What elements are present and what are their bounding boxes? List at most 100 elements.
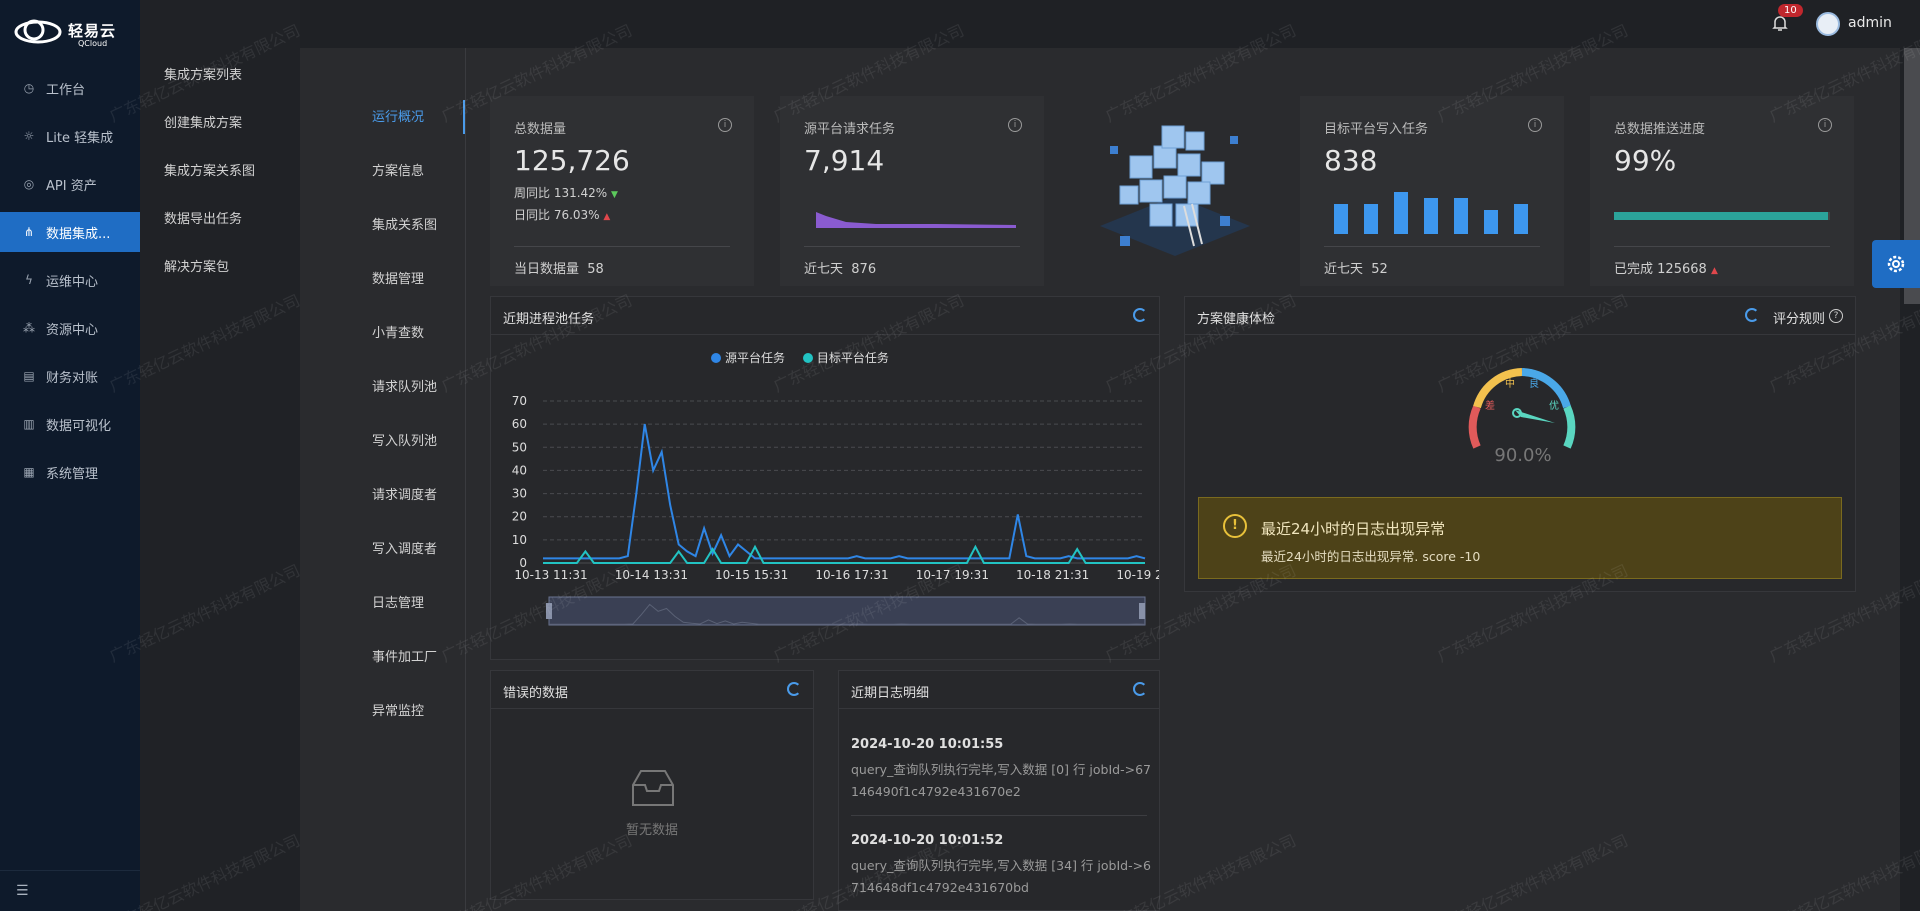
panel-header — [839, 671, 1159, 709]
legend-target-dot — [802, 353, 813, 363]
nav-item[interactable]: ▦ 系统管理 — [0, 452, 140, 492]
subnav-item[interactable]: 集成方案关系图 — [164, 164, 256, 179]
legend-target-label: 目标平台任务 — [816, 351, 889, 365]
target-task-title: 目标平台写入任务 — [1324, 122, 1429, 137]
info-icon[interactable]: i — [1818, 118, 1832, 132]
x-tick-label: 10-14 13:31 — [615, 568, 688, 582]
target-bar-sparkline — [1334, 192, 1528, 234]
cubes-illustration — [1100, 125, 1250, 256]
bolt-icon: ϟ — [25, 273, 33, 287]
gauge-zone-good: 良 — [1529, 377, 1539, 390]
subnav-item[interactable]: 解决方案包 — [164, 260, 230, 275]
panel-header — [491, 297, 1159, 335]
tab-item[interactable]: 日志管理 — [372, 596, 425, 611]
y-tick-label: 50 — [512, 440, 527, 454]
zoom-handle-left — [546, 603, 552, 619]
brand-logo[interactable]: 轻易云 QCloud — [14, 12, 124, 52]
process-pool-panel: 近期进程池任务 源平台任务 目标平台任务 0 10 20 30 40 50 60 70 10-1… — [490, 296, 1160, 660]
grid-icon: ▦ — [23, 465, 35, 479]
help-icon[interactable]: ? — [1829, 309, 1843, 323]
logo-icon — [14, 19, 62, 44]
collapse-menu-button[interactable]: ☰ — [0, 870, 140, 911]
target-foot: 近七天 52 — [1324, 262, 1388, 277]
info-icon[interactable]: i — [1008, 118, 1022, 132]
error-title: 错误的数据 — [503, 686, 569, 701]
info-icon[interactable]: i — [1528, 118, 1542, 132]
nav-item[interactable]: ▤ 财务对账 — [0, 356, 140, 396]
tab-item[interactable]: 集成关系图 — [372, 218, 438, 233]
nav-item[interactable]: ▥ 数据可视化 — [0, 404, 140, 444]
cluster-icon: ⁂ — [23, 321, 35, 335]
legend-source-label: 源平台任务 — [725, 351, 786, 365]
nav-item-label: 工作台 — [46, 82, 86, 98]
nav-item[interactable]: ⋔ 数据集成... — [0, 212, 140, 252]
total-data-card: 总数据量 i 125,726 周同比 131.42% ▼ 日同比 76.03% … — [490, 96, 754, 286]
y-tick-label: 60 — [512, 417, 527, 431]
refresh-icon[interactable] — [1133, 308, 1147, 322]
empty-inbox-icon — [632, 770, 674, 806]
refresh-icon[interactable] — [1745, 308, 1759, 322]
tab-item[interactable]: 异常监控 — [372, 704, 425, 719]
nav-item-label: 运维中心 — [46, 274, 99, 290]
avatar[interactable] — [1816, 12, 1840, 36]
empty-text: 暂无数据 — [625, 823, 678, 838]
tab-item[interactable]: 事件加工厂 — [372, 650, 438, 665]
settings-button[interactable] — [1872, 240, 1920, 288]
series-line — [543, 423, 1146, 560]
legend-source-dot — [711, 353, 721, 363]
trend-up-icon: ▲ — [1710, 266, 1718, 276]
source-foot: 近七天 876 — [804, 262, 877, 277]
progress-fill — [1614, 212, 1828, 220]
total-dod: 日同比 76.03% ▲ — [514, 208, 611, 222]
nav-item-label: 财务对账 — [46, 370, 99, 386]
panel-header — [491, 671, 813, 709]
gauge-zone-bad: 差 — [1485, 399, 1495, 412]
panel-header — [1185, 297, 1855, 335]
nav-item[interactable]: ☼ Lite 轻集成 — [0, 116, 140, 156]
alert-title: 最近24小时的日志出现异常 — [1261, 520, 1446, 538]
refresh-icon[interactable] — [787, 682, 801, 696]
pool-line-chart[interactable]: 0 10 20 30 40 50 60 70 10-13 11:31 10-14 13:31 10-… — [491, 367, 1159, 659]
target-bar — [1484, 210, 1498, 234]
health-title: 方案健康体检 — [1197, 312, 1276, 327]
subnav-item[interactable]: 集成方案列表 — [164, 68, 243, 83]
subnav-item[interactable]: 数据导出任务 — [164, 212, 243, 227]
refresh-icon[interactable] — [1133, 682, 1147, 696]
nav-item[interactable]: ◷ 工作台 — [0, 68, 140, 108]
bell-icon[interactable] — [1772, 14, 1788, 32]
source-area-sparkline — [816, 212, 1016, 228]
score-rule-link[interactable]: 评分规则 — [1772, 312, 1825, 327]
y-tick-label: 20 — [512, 510, 527, 524]
username[interactable]: admin — [1848, 15, 1892, 31]
tab-item[interactable]: 运行概况 — [372, 110, 425, 125]
tab-item[interactable]: 方案信息 — [372, 164, 425, 179]
nav-item[interactable]: ϟ 运维中心 — [0, 260, 140, 300]
nav-item[interactable]: ⁂ 资源中心 — [0, 308, 140, 348]
main-nav: 轻易云 QCloud ◷ 工作台 ☼ Lite 轻集成 ◎ API 资产 ⋔ 数据集成... ϟ… — [0, 0, 140, 911]
gauge-zone-excellent: 优 — [1549, 399, 1559, 412]
total-wow: 周同比 131.42% ▼ — [514, 186, 618, 200]
clock-icon: ◷ — [23, 81, 35, 95]
tab-item[interactable]: 请求调度者 — [372, 488, 438, 503]
divider — [1614, 246, 1830, 247]
target-bar — [1334, 204, 1348, 234]
series-line — [543, 544, 1145, 564]
tab-item[interactable]: 小青查数 — [372, 326, 425, 341]
tab-item[interactable]: 写入调度者 — [372, 542, 438, 557]
divider — [851, 815, 1147, 816]
total-data-value: 125,726 — [514, 144, 630, 177]
info-icon[interactable]: i — [718, 118, 732, 132]
zoom-preview — [549, 603, 1146, 625]
chart-legend[interactable]: 源平台任务 目标平台任务 — [697, 349, 889, 366]
bulb-icon: ☼ — [23, 129, 35, 143]
log-message: query_查询队列执行完毕,写入数据 [34] 行 jobId->671464… — [851, 858, 1152, 895]
tab-item[interactable]: 请求队列池 — [372, 380, 438, 395]
x-tick-label: 10-16 17:31 — [815, 568, 888, 582]
recent-logs-panel: 近期日志明细 2024-10-20 10:01:55 query_查询队列执行完… — [838, 670, 1160, 911]
subnav-item[interactable]: 创建集成方案 — [164, 116, 243, 131]
tab-item[interactable]: 数据管理 — [372, 272, 425, 287]
tab-item[interactable]: 写入队列池 — [372, 434, 438, 449]
nav-item[interactable]: ◎ API 资产 — [0, 164, 140, 204]
x-tick-label: 10-19 23:31 — [1116, 568, 1159, 582]
divider — [804, 246, 1020, 247]
